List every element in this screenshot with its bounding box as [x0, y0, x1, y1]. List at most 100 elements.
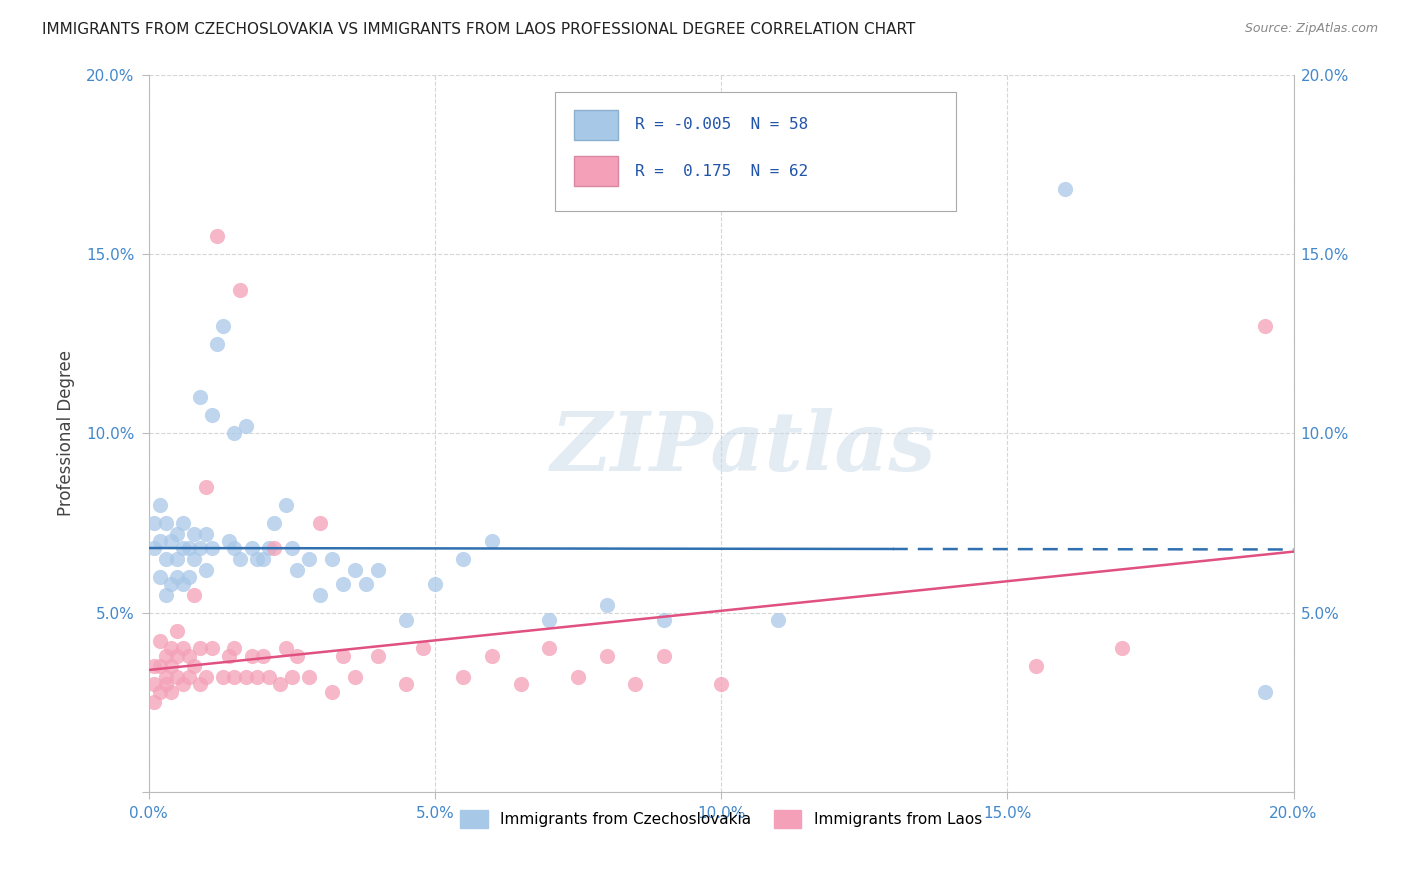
Point — [652, 613, 675, 627]
Point — [481, 648, 503, 663]
Point — [155, 588, 177, 602]
Point — [624, 677, 647, 691]
Point — [343, 670, 366, 684]
Point — [567, 670, 589, 684]
Point — [188, 390, 211, 404]
Point — [149, 498, 172, 512]
Point — [183, 526, 205, 541]
Text: Source: ZipAtlas.com: Source: ZipAtlas.com — [1244, 22, 1378, 36]
Point — [207, 229, 229, 244]
Point — [257, 541, 280, 555]
Point — [298, 551, 321, 566]
Point — [212, 670, 235, 684]
Point — [538, 613, 561, 627]
Point — [177, 541, 200, 555]
Point — [194, 670, 217, 684]
Point — [768, 613, 790, 627]
FancyBboxPatch shape — [555, 93, 956, 211]
Point — [200, 409, 222, 423]
Point — [200, 641, 222, 656]
Point — [172, 641, 194, 656]
Point — [177, 670, 200, 684]
Point — [183, 588, 205, 602]
Point — [321, 684, 343, 698]
Point — [224, 541, 246, 555]
Point — [509, 677, 531, 691]
Point — [224, 641, 246, 656]
Point — [183, 659, 205, 673]
Point — [177, 648, 200, 663]
Text: IMMIGRANTS FROM CZECHOSLOVAKIA VS IMMIGRANTS FROM LAOS PROFESSIONAL DEGREE CORRE: IMMIGRANTS FROM CZECHOSLOVAKIA VS IMMIGR… — [42, 22, 915, 37]
Point — [172, 577, 194, 591]
Point — [218, 648, 240, 663]
Point — [143, 541, 166, 555]
Point — [269, 677, 291, 691]
Point — [423, 577, 446, 591]
Point — [143, 659, 166, 673]
Point — [143, 695, 166, 709]
Point — [166, 624, 188, 638]
Point — [166, 670, 188, 684]
Point — [207, 336, 229, 351]
Point — [263, 541, 285, 555]
FancyBboxPatch shape — [575, 156, 619, 186]
Point — [235, 670, 257, 684]
Point — [453, 670, 475, 684]
Point — [332, 577, 354, 591]
Point — [257, 670, 280, 684]
Point — [155, 648, 177, 663]
Point — [188, 541, 211, 555]
Point — [343, 563, 366, 577]
Point — [298, 670, 321, 684]
Point — [194, 563, 217, 577]
Point — [246, 670, 269, 684]
Point — [160, 533, 183, 548]
Point — [710, 677, 733, 691]
Point — [367, 648, 389, 663]
Point — [367, 563, 389, 577]
Point — [412, 641, 434, 656]
Point — [229, 283, 252, 297]
Point — [235, 419, 257, 434]
Point — [160, 577, 183, 591]
Point — [252, 551, 274, 566]
Text: R =  0.175  N = 62: R = 0.175 N = 62 — [636, 164, 808, 179]
Text: R = -0.005  N = 58: R = -0.005 N = 58 — [636, 117, 808, 132]
Point — [155, 670, 177, 684]
Point — [332, 648, 354, 663]
Point — [395, 613, 418, 627]
FancyBboxPatch shape — [575, 110, 619, 140]
Point — [155, 516, 177, 530]
Point — [263, 516, 285, 530]
Text: ZIPatlas: ZIPatlas — [551, 408, 936, 488]
Y-axis label: Professional Degree: Professional Degree — [58, 351, 75, 516]
Point — [177, 570, 200, 584]
Point — [652, 648, 675, 663]
Point — [1111, 641, 1133, 656]
Point — [274, 498, 297, 512]
Point — [395, 677, 418, 691]
Point — [155, 677, 177, 691]
Point — [280, 670, 302, 684]
Point — [1254, 318, 1277, 333]
Point — [309, 516, 332, 530]
Point — [149, 684, 172, 698]
Point — [1254, 684, 1277, 698]
Point — [309, 588, 332, 602]
Point — [160, 641, 183, 656]
Point — [172, 516, 194, 530]
Point — [172, 677, 194, 691]
Point — [155, 551, 177, 566]
Point — [166, 551, 188, 566]
Point — [274, 641, 297, 656]
Point — [143, 516, 166, 530]
Point — [229, 551, 252, 566]
Point — [354, 577, 377, 591]
Point — [240, 541, 263, 555]
Point — [172, 541, 194, 555]
Point — [166, 570, 188, 584]
Point — [188, 641, 211, 656]
Point — [595, 648, 617, 663]
Point — [287, 648, 309, 663]
Point — [246, 551, 269, 566]
